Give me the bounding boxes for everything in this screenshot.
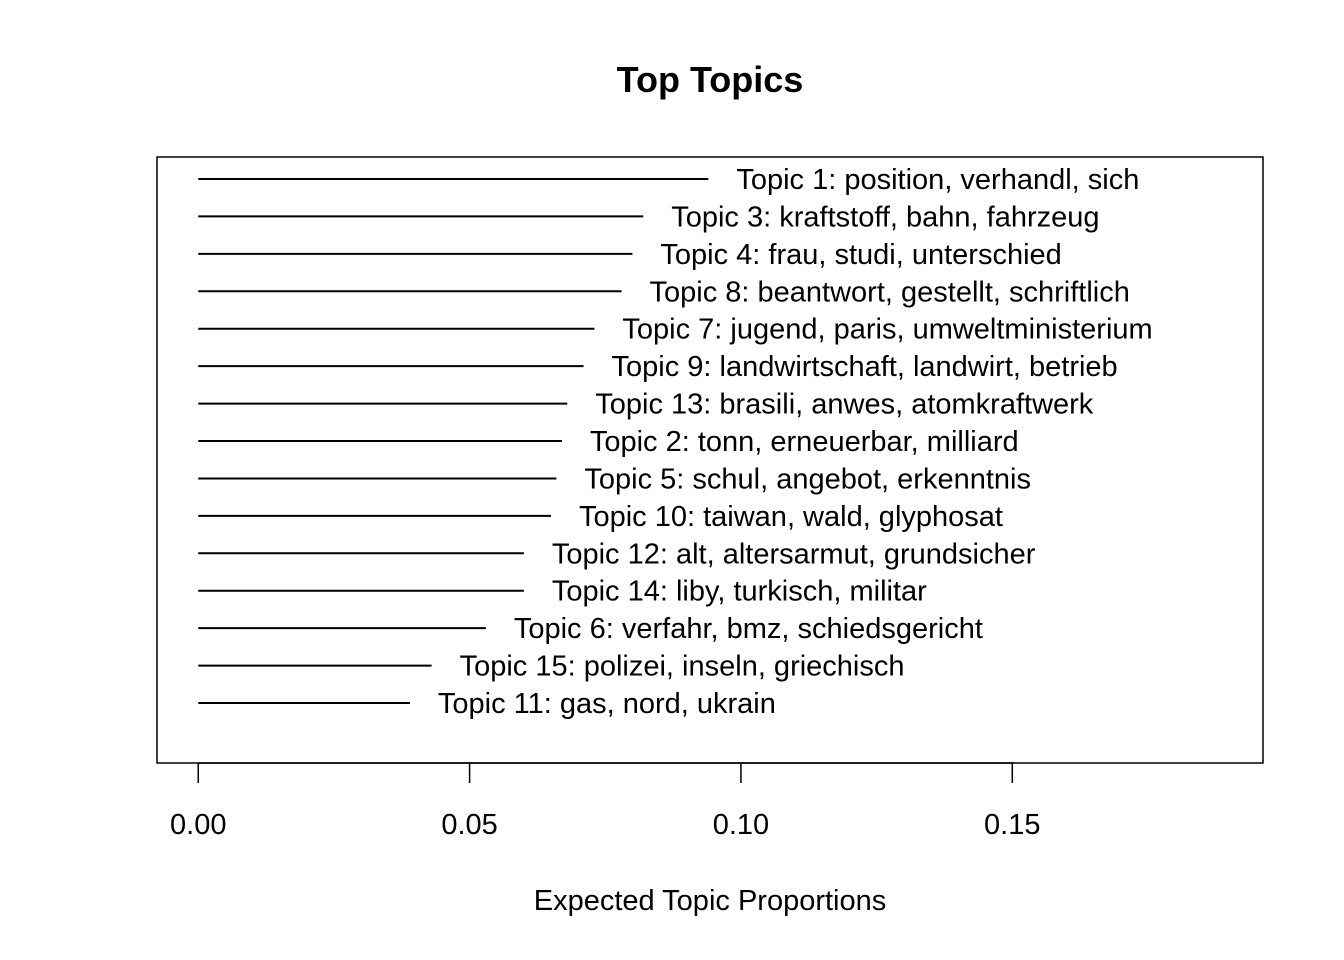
x-axis-ticks: 0.00 0.05 0.10 0.15 (170, 763, 1041, 841)
topic-labels: Topic 1: position, verhandl, sich Topic 3… (438, 164, 1153, 720)
topic-label: Topic 10: taiwan, wald, glyphosat (579, 501, 1003, 533)
topic-label: Topic 9: landwirtschaft, landwirt, betri… (612, 351, 1118, 383)
x-tick-label: 0.15 (984, 809, 1040, 841)
x-tick-label: 0.05 (441, 809, 497, 841)
x-axis-label: Expected Topic Proportions (534, 885, 887, 917)
topic-label: Topic 7: jugend, paris, umweltministeriu… (622, 314, 1152, 346)
topic-label: Topic 8: beantwort, gestellt, schriftlic… (650, 276, 1130, 308)
topic-label: Topic 3: kraftstoff, bahn, fahrzeug (671, 201, 1099, 233)
x-tick-label: 0.00 (170, 809, 226, 841)
topic-label: Topic 4: frau, studi, unterschied (660, 239, 1061, 271)
topic-label: Topic 2: tonn, erneuerbar, milliard (590, 426, 1019, 458)
topic-label: Topic 12: alt, altersarmut, grundsicher (552, 538, 1036, 570)
topic-label: Topic 15: polizei, inseln, griechisch (460, 651, 905, 683)
topic-label: Topic 14: liby, turkisch, militar (552, 576, 927, 608)
topic-label: Topic 11: gas, nord, ukrain (438, 688, 776, 720)
x-tick-label: 0.10 (713, 809, 769, 841)
topic-label: Topic 1: position, verhandl, sich (736, 164, 1139, 196)
topic-bars (198, 178, 709, 705)
topic-label: Topic 6: verfahr, bmz, schiedsgericht (514, 613, 983, 645)
chart-title: Top Topics (617, 59, 804, 100)
topic-label: Topic 13: brasili, anwes, atomkraftwerk (595, 389, 1094, 421)
topic-label: Topic 5: schul, angebot, erkenntnis (584, 463, 1031, 495)
